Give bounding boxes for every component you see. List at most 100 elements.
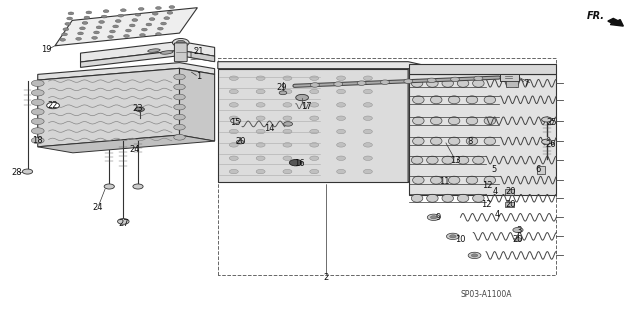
Circle shape [447,233,460,240]
Ellipse shape [427,194,438,202]
Circle shape [283,103,292,107]
Text: 15: 15 [230,117,241,127]
Circle shape [93,31,99,34]
Ellipse shape [431,176,442,184]
Circle shape [451,77,460,82]
Ellipse shape [449,96,460,104]
Ellipse shape [467,96,477,104]
Circle shape [129,24,135,27]
Ellipse shape [427,79,438,87]
Circle shape [256,89,265,94]
Circle shape [364,103,372,107]
Circle shape [118,14,124,17]
Text: 12: 12 [482,181,493,190]
Circle shape [229,156,238,160]
Ellipse shape [442,194,454,202]
Circle shape [283,89,292,94]
Ellipse shape [484,96,495,104]
Ellipse shape [431,137,442,145]
Circle shape [283,169,292,174]
Circle shape [86,11,92,14]
Ellipse shape [458,194,468,202]
Circle shape [79,27,85,30]
Ellipse shape [413,117,424,125]
Circle shape [140,33,145,36]
Text: 23: 23 [132,104,143,113]
Circle shape [279,91,287,95]
Circle shape [173,104,185,110]
Circle shape [283,129,292,134]
Circle shape [229,169,238,174]
Circle shape [173,84,185,90]
Ellipse shape [449,137,460,145]
Ellipse shape [412,194,423,202]
Circle shape [364,116,372,121]
Circle shape [283,156,292,160]
Ellipse shape [458,156,468,164]
Text: 18: 18 [33,136,43,145]
Text: 2: 2 [324,273,329,282]
Circle shape [230,118,241,123]
Circle shape [471,254,477,257]
Text: 20: 20 [505,200,516,209]
Polygon shape [81,50,214,67]
Circle shape [283,76,292,80]
Circle shape [229,103,238,107]
Circle shape [146,23,152,26]
Circle shape [283,116,292,121]
FancyBboxPatch shape [174,43,187,62]
Circle shape [149,18,155,20]
Circle shape [157,27,163,30]
Circle shape [173,39,189,47]
Circle shape [103,10,109,13]
Circle shape [118,219,129,224]
Ellipse shape [484,137,495,145]
Circle shape [337,103,346,107]
Circle shape [256,103,265,107]
Ellipse shape [413,137,424,145]
Circle shape [120,9,126,12]
Circle shape [337,156,346,160]
Circle shape [173,74,185,80]
Circle shape [404,79,413,84]
Circle shape [310,89,319,94]
Ellipse shape [472,79,484,87]
Circle shape [169,6,175,9]
Text: 13: 13 [450,156,461,165]
Ellipse shape [148,49,160,52]
Ellipse shape [449,117,460,125]
Circle shape [310,143,319,147]
Circle shape [76,37,81,40]
Polygon shape [410,74,556,195]
Circle shape [310,76,319,80]
Circle shape [229,116,238,121]
Text: 29: 29 [276,83,287,92]
Ellipse shape [484,176,495,184]
Text: 24: 24 [93,203,103,212]
Bar [505,189,514,195]
Circle shape [101,15,107,18]
Text: 1: 1 [196,72,202,81]
Circle shape [256,116,265,121]
Circle shape [364,143,372,147]
Circle shape [22,169,33,174]
Ellipse shape [467,176,477,184]
Circle shape [337,169,346,174]
Circle shape [229,76,238,80]
Circle shape [63,28,68,31]
Text: 7: 7 [523,79,529,88]
Circle shape [113,25,118,28]
Circle shape [468,252,481,259]
Circle shape [364,156,372,160]
Circle shape [108,35,113,38]
Text: 26: 26 [546,140,557,149]
Circle shape [133,184,143,189]
Circle shape [541,139,552,144]
Circle shape [125,29,131,32]
Circle shape [31,137,44,144]
Text: 14: 14 [264,124,274,133]
Text: 5: 5 [491,165,497,174]
Circle shape [47,102,60,109]
Polygon shape [55,8,197,46]
Circle shape [337,143,346,147]
